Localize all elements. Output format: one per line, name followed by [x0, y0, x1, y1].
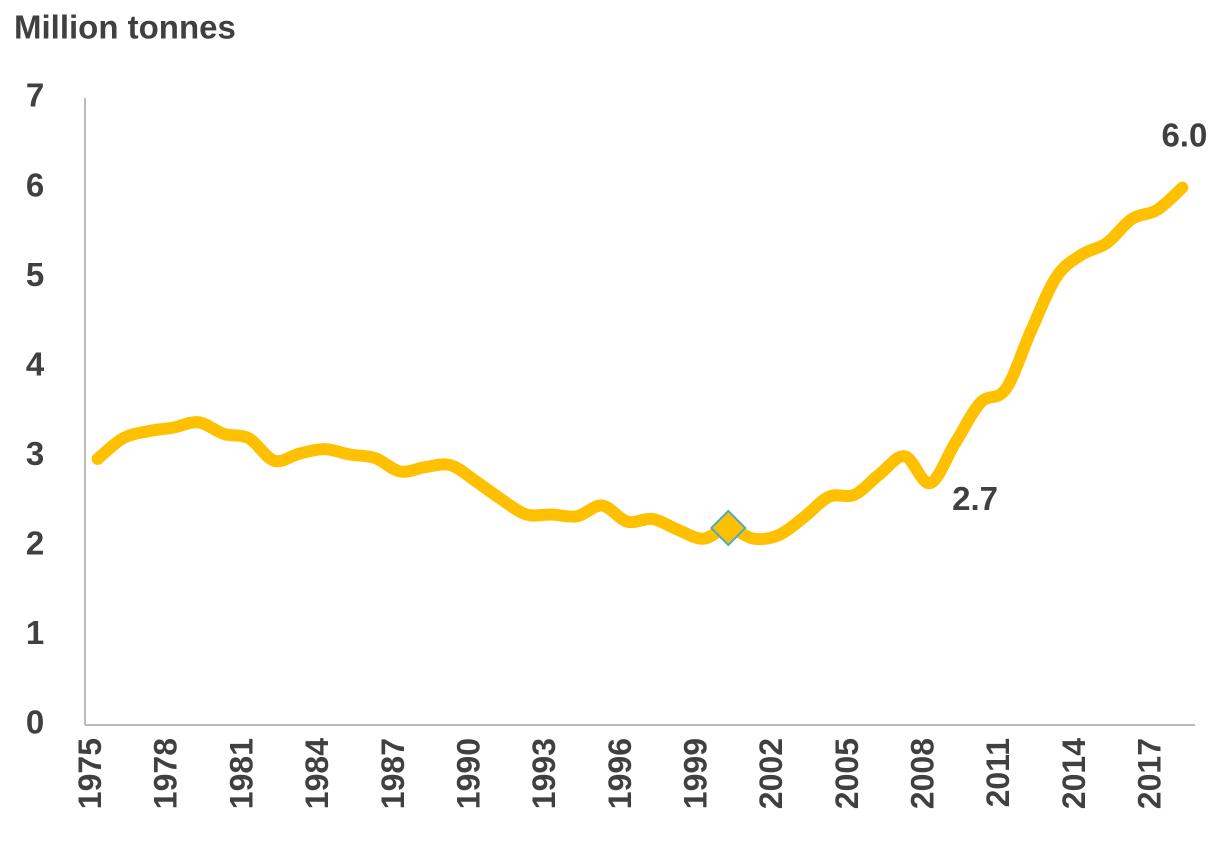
y-tick-label: 0	[26, 704, 44, 741]
y-axis-title: Million tonnes	[14, 9, 236, 46]
x-tick-label: 1981	[223, 738, 259, 809]
x-tick-label: 2002	[753, 738, 789, 809]
y-tick-label: 3	[26, 435, 44, 472]
x-tick-label: 1993	[526, 738, 562, 809]
y-tick-label: 6	[26, 166, 44, 203]
x-tick-label: 1996	[602, 738, 638, 809]
y-tick-label: 2	[26, 525, 44, 562]
x-tick-label: 2014	[1056, 738, 1092, 809]
x-tick-label: 2011	[980, 738, 1016, 807]
x-tick-label: 2008	[905, 738, 941, 809]
y-tick-label: 1	[26, 614, 44, 651]
data-label: 2.7	[952, 480, 998, 517]
x-tick-label: 1975	[72, 738, 108, 809]
y-tick-label: 5	[26, 256, 44, 293]
x-tick-label: 1984	[299, 738, 335, 809]
x-tick-label: 1987	[375, 738, 411, 809]
y-tick-label: 4	[26, 345, 45, 382]
x-tick-label: 2005	[829, 738, 865, 809]
x-tick-label: 1999	[678, 738, 714, 809]
highlight-marker	[709, 509, 747, 547]
x-tick-label: 2017	[1132, 738, 1168, 809]
line	[91, 181, 1189, 546]
x-tick-label: 1990	[450, 738, 486, 809]
y-tick-label: 7	[26, 77, 44, 114]
x-tick-label: 1978	[148, 738, 184, 809]
data-label: 6.0	[1161, 116, 1207, 153]
